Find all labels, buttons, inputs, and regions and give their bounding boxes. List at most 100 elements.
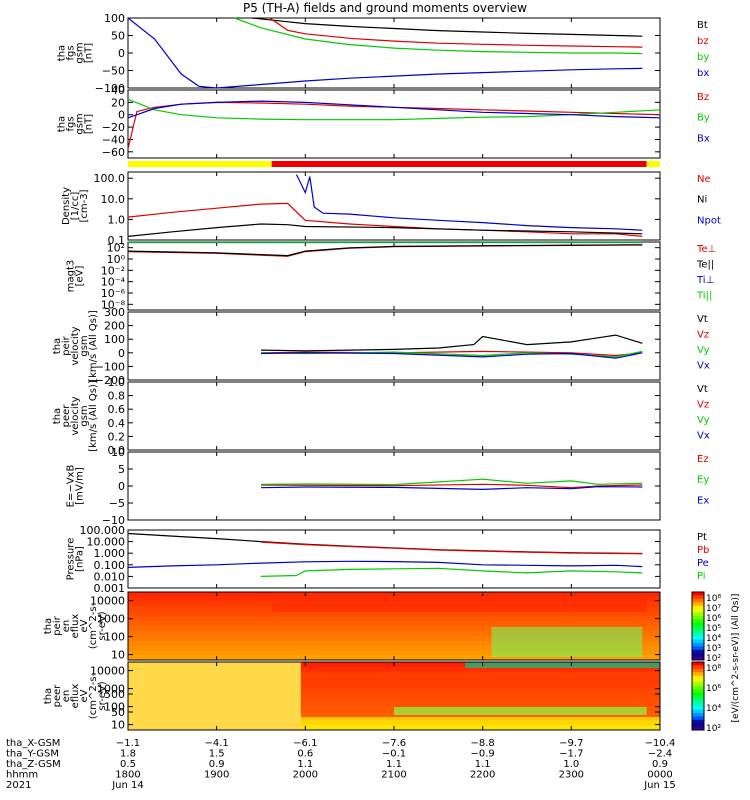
legend-entry: Pb	[697, 545, 709, 556]
colorbar-cell	[692, 639, 704, 644]
colorbar-cell	[692, 612, 704, 617]
x-tick-label: 2100	[381, 770, 406, 781]
y-axis-label: tha	[43, 688, 54, 704]
colorbar-cell	[692, 679, 704, 683]
colorbar-cell	[692, 689, 704, 694]
y-axis-label: Density	[61, 187, 72, 225]
series-line-pb	[260, 541, 643, 555]
x-tick-label: 2200	[470, 770, 495, 781]
colorbar-tick-label: 10⁷	[706, 604, 721, 614]
y-tick-label: 5	[118, 463, 125, 476]
heatmap-band	[271, 592, 647, 612]
y-axis-label: eV	[79, 619, 90, 632]
y-tick-label: −200	[95, 374, 125, 387]
legend-entry: Vx	[697, 431, 710, 442]
x-tick-label: −2.4	[648, 749, 672, 760]
y-tick-label: 0	[118, 347, 125, 360]
status-bar-segment	[271, 161, 647, 167]
colorbar-cell	[692, 692, 704, 697]
colorbar-cell	[692, 629, 704, 634]
x-tick-label: −9.7	[559, 738, 583, 749]
y-tick-label: 100	[104, 631, 125, 644]
legend-entry: Pt	[697, 532, 707, 543]
x-tick-label: 1800	[115, 770, 140, 781]
y-axis-label: (cm^2-s-	[88, 602, 99, 649]
colorbar-cell	[692, 682, 704, 687]
x-tick-label: −0.9	[471, 749, 495, 760]
x-axis-row-label: tha_X-GSM	[6, 738, 60, 749]
y-axis-label: tha	[52, 338, 63, 354]
y-tick-label: 0	[118, 109, 125, 122]
x-tick-label: 1.1	[297, 759, 313, 770]
colorbar-tick-label: 10⁶	[706, 614, 721, 624]
y-tick-label: 100	[104, 12, 125, 25]
y-tick-label: 50	[111, 30, 125, 43]
y-tick-label: 0	[118, 47, 125, 60]
colorbar-cell	[692, 668, 704, 673]
series-line-bx	[127, 100, 661, 119]
y-tick-label: 1.0	[108, 376, 126, 389]
y-axis-label: [km/s (All Qs)]	[88, 310, 99, 382]
y-axis-label: [km/s (All Qs)]	[88, 380, 99, 452]
legend-entry: Te⊥	[696, 244, 716, 255]
legend-entry: Npot	[697, 215, 721, 226]
y-axis-label: peir	[52, 615, 63, 635]
colorbar-cell	[692, 723, 704, 728]
legend-entry: Vy	[697, 345, 710, 356]
y-tick-label: 10²	[107, 242, 125, 255]
colorbar-cell	[692, 672, 704, 677]
y-axis-label: [nT]	[84, 114, 95, 134]
colorbar-tick-label: 10⁶	[706, 684, 721, 694]
panel-frame	[127, 311, 661, 381]
x-axis-row-label: hhmm	[6, 770, 38, 781]
y-tick-label: 0.6	[108, 403, 126, 416]
colorbar-cell	[692, 665, 704, 670]
y-axis-label: E=−VxB	[66, 465, 77, 508]
y-tick-label: 0.2	[108, 430, 126, 443]
series-line-pt	[127, 532, 643, 555]
y-axis-label: en	[61, 690, 72, 703]
colorbar-cell	[692, 605, 704, 610]
y-axis-label: [nT]	[84, 43, 95, 63]
x-tick-label: −8.8	[471, 738, 495, 749]
y-tick-label: 10⁰	[107, 253, 126, 266]
series-line-te	[127, 244, 643, 257]
y-axis-label: magt3	[66, 260, 77, 293]
legend-entry: Ex	[697, 495, 709, 506]
y-axis-label: [1/cc]	[70, 192, 81, 221]
heatmap-band	[128, 666, 660, 673]
panel-frame	[127, 381, 661, 451]
panel-frame	[127, 529, 661, 589]
colorbar-cell	[692, 653, 704, 658]
x-tick-label: 0.5	[120, 759, 136, 770]
series-line-bz	[269, 17, 643, 48]
legend-entry: Ey	[697, 475, 709, 486]
x-tick-label: 2000	[293, 770, 318, 781]
x-tick-label: −7.6	[382, 738, 406, 749]
series-line-bx	[127, 17, 643, 89]
y-tick-label: 200	[104, 320, 125, 333]
y-axis-label: tha	[52, 408, 63, 424]
legend-entry: Vx	[697, 361, 710, 372]
y-tick-label: 300	[104, 306, 125, 319]
y-axis-label: sr-eV)	[97, 611, 108, 640]
x-tick-label: −1.1	[116, 738, 140, 749]
legend-entry: Bx	[697, 133, 710, 144]
colorbar-frame	[691, 591, 705, 661]
y-tick-label: 10⁻²	[101, 264, 125, 277]
y-tick-label: 10⁻⁸	[101, 298, 126, 311]
legend-entry: Vy	[697, 415, 710, 426]
heatmap-band	[128, 630, 660, 637]
colorbar-tick-label: 10⁴	[706, 634, 721, 644]
legend-entry: Vt	[697, 384, 708, 395]
legend-entry: Ez	[697, 454, 709, 465]
colorbar-label: [eV/(cm^2-s-sr-eV)] (All Qs)]	[731, 594, 741, 723]
x-tick-label: −4.1	[205, 738, 229, 749]
heatmap-band	[128, 611, 660, 617]
y-axis-label: velocity	[70, 326, 81, 365]
y-axis-label: [cm-3]	[79, 189, 90, 222]
